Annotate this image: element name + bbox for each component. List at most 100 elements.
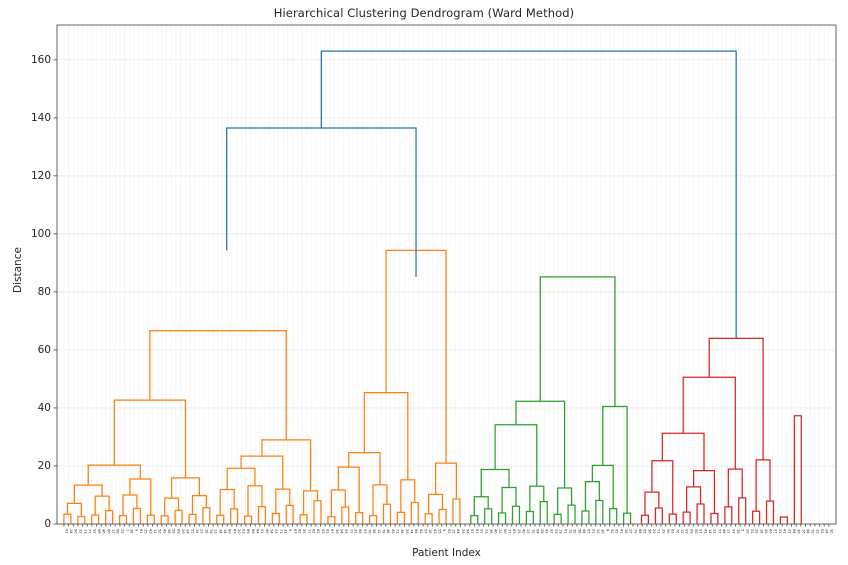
x-tick-label: 39 <box>661 529 665 534</box>
dendrogram-link <box>226 467 256 490</box>
dendrogram-link <box>557 487 573 515</box>
dendrogram-link <box>752 510 761 524</box>
x-tick-label: 68 <box>97 529 101 534</box>
x-tick-label: 24 <box>69 529 73 534</box>
dendrogram-link <box>216 514 225 524</box>
x-tick-label: 55 <box>437 529 441 534</box>
x-tick-label: 63 <box>242 529 246 534</box>
x-tick-label: 94 <box>340 529 344 534</box>
x-tick-label: 19 <box>559 529 563 534</box>
y-tick-label: 40 <box>38 402 51 414</box>
x-tick-label: 31 <box>778 529 782 534</box>
x-tick-label: 34 <box>218 529 222 534</box>
x-tick-label: 85 <box>512 529 516 534</box>
x-tick-label: 31 <box>284 529 288 534</box>
x-tick-label: 62 <box>312 529 316 534</box>
x-tick-label: 70 <box>531 529 535 534</box>
x-tick-label: 68 <box>358 529 362 534</box>
x-tick-label: 84 <box>456 529 460 534</box>
x-tick-label: 77 <box>88 529 92 534</box>
x-tick-label: 79 <box>633 529 637 534</box>
x-tick-label: 29 <box>461 529 465 534</box>
dendrogram-link <box>515 400 566 489</box>
x-tick-label: 46 <box>265 529 269 534</box>
x-tick-label: 7 <box>125 529 129 531</box>
x-tick-label: 73 <box>484 529 488 534</box>
x-tick-label: 32 <box>78 529 82 534</box>
x-tick-label: 44 <box>806 529 810 534</box>
x-tick-label: 86 <box>246 529 250 534</box>
x-tick-label: 62 <box>447 529 451 534</box>
x-tick-label: 35 <box>736 529 740 534</box>
x-tick-label: 13 <box>526 529 530 534</box>
x-tick-label: 41 <box>783 529 787 534</box>
x-tick-label: 95 <box>615 529 619 534</box>
x-tick-label: 91 <box>479 529 483 534</box>
x-tick-label: 96 <box>647 529 651 534</box>
dendrogram-link <box>118 514 128 524</box>
y-tick-label: 160 <box>31 54 51 66</box>
dendrogram-link <box>602 405 628 514</box>
x-tick-label: 45 <box>391 529 395 534</box>
x-tick-label: 63 <box>321 529 325 534</box>
x-tick-label: 55 <box>190 529 194 534</box>
x-tick-label: 66 <box>414 529 418 534</box>
x-tick-label: 62 <box>820 529 824 534</box>
x-tick-label: 45 <box>764 529 768 534</box>
x-tick-label: 28 <box>540 529 544 534</box>
dendrogram-link <box>692 469 716 514</box>
dendrogram-link <box>640 514 650 524</box>
dendrogram-link <box>609 507 618 524</box>
dendrogram-link <box>164 497 180 516</box>
x-tick-label: 24 <box>825 529 829 534</box>
x-tick-label: 87 <box>293 529 297 534</box>
x-tick-label: 75 <box>568 529 572 534</box>
dendrogram-link <box>240 455 284 490</box>
x-tick-label: 62 <box>64 529 68 534</box>
dendrogram-link <box>497 512 507 524</box>
dendrogram-link <box>66 502 82 517</box>
x-tick-label: 72 <box>395 529 399 534</box>
x-tick-label: 38 <box>489 529 493 534</box>
x-tick-label: 98 <box>167 529 171 534</box>
x-tick-label: 92 <box>549 529 553 534</box>
dendrogram-link <box>623 512 632 524</box>
x-tick-label: 17 <box>111 529 115 534</box>
x-tick-label: 89 <box>176 529 180 534</box>
x-tick-label: 6 <box>288 529 292 532</box>
x-tick-label: 15 <box>451 529 455 534</box>
x-tick-label: 78 <box>382 529 386 534</box>
x-tick-label: 38 <box>130 529 134 534</box>
dendrogram-links <box>63 50 802 524</box>
x-tick-label: 65 <box>643 529 647 534</box>
x-tick-label: 64 <box>535 529 539 534</box>
dendrogram-link <box>708 337 764 460</box>
dendrogram-link <box>230 508 239 524</box>
x-tick-label: 13 <box>214 529 218 534</box>
dendrogram-link <box>424 513 433 524</box>
x-tick-label: 41 <box>619 529 623 534</box>
x-tick-label: 57 <box>423 529 427 534</box>
x-tick-label: 86 <box>769 529 773 534</box>
x-tick-label: 33 <box>554 529 558 534</box>
x-tick-label: 60 <box>503 529 507 534</box>
x-axis-label: Patient Index <box>412 547 481 559</box>
dendrogram-link <box>105 510 114 524</box>
x-tick-label: 99 <box>731 529 735 534</box>
x-tick-label: 50 <box>694 529 698 534</box>
x-tick-label: 48 <box>386 529 390 534</box>
dendrogram-link <box>160 515 169 524</box>
x-tick-label: 19 <box>815 529 819 534</box>
minor-gridlines <box>63 25 830 524</box>
x-tick-label: 22 <box>787 529 791 534</box>
x-tick-label: 32 <box>713 529 717 534</box>
x-axis-ticks: 62 24 90 32 73 77 92 68 46 60 17 68 29 7 38 9 81 15 43 11 50… <box>63 524 833 534</box>
x-tick-label: 23 <box>200 529 204 534</box>
x-tick-label: 9 <box>134 529 138 532</box>
dendrogram-link <box>696 503 705 524</box>
dendrogram-link <box>243 515 253 524</box>
x-tick-label: 14 <box>708 529 712 534</box>
y-tick-label: 140 <box>31 112 51 124</box>
x-tick-label: 5 <box>741 529 745 531</box>
